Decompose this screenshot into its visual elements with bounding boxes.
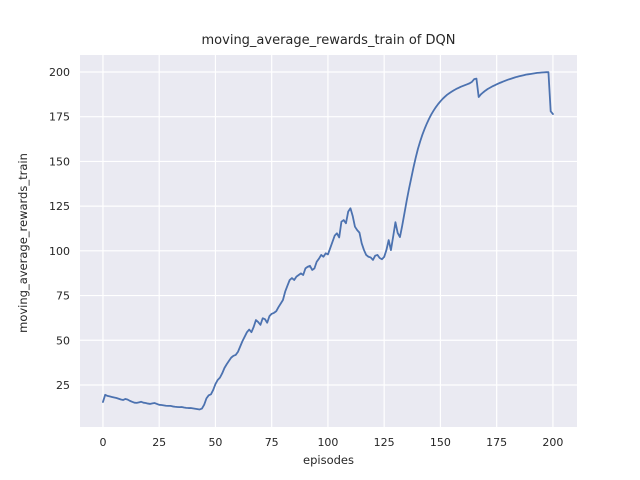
line-series-dqn — [102, 71, 554, 411]
x-axis-label: episodes — [303, 453, 354, 467]
x-tick-label: 175 — [486, 436, 507, 449]
x-tick-label: 25 — [152, 436, 166, 449]
y-tick-labels: 25 50 75 100 125 150 175 200 — [49, 66, 70, 392]
x-tick-labels: 0 25 50 75 100 125 150 175 200 — [99, 436, 563, 449]
y-tick-label: 200 — [49, 66, 70, 79]
x-tick-label: 125 — [374, 436, 395, 449]
y-axis-label: moving_average_rewards_train — [16, 153, 30, 333]
y-tick-label: 25 — [56, 379, 70, 392]
x-tick-label: 75 — [265, 436, 279, 449]
gridlines — [80, 55, 577, 427]
x-tick-label: 200 — [542, 436, 563, 449]
y-tick-label: 100 — [49, 245, 70, 258]
chart-title: moving_average_rewards_train of DQN — [202, 33, 456, 48]
y-tick-label: 125 — [49, 200, 70, 213]
y-tick-label: 50 — [56, 334, 70, 347]
y-tick-label: 75 — [56, 290, 70, 303]
x-tick-label: 50 — [208, 436, 222, 449]
x-tick-label: 150 — [430, 436, 451, 449]
y-tick-label: 175 — [49, 111, 70, 124]
x-tick-label: 100 — [317, 436, 338, 449]
x-tick-label: 0 — [99, 436, 106, 449]
y-tick-label: 150 — [49, 155, 70, 168]
